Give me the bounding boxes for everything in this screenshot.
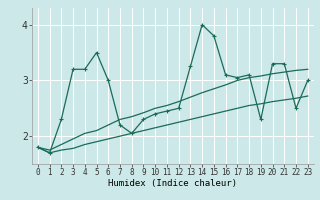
X-axis label: Humidex (Indice chaleur): Humidex (Indice chaleur) (108, 179, 237, 188)
